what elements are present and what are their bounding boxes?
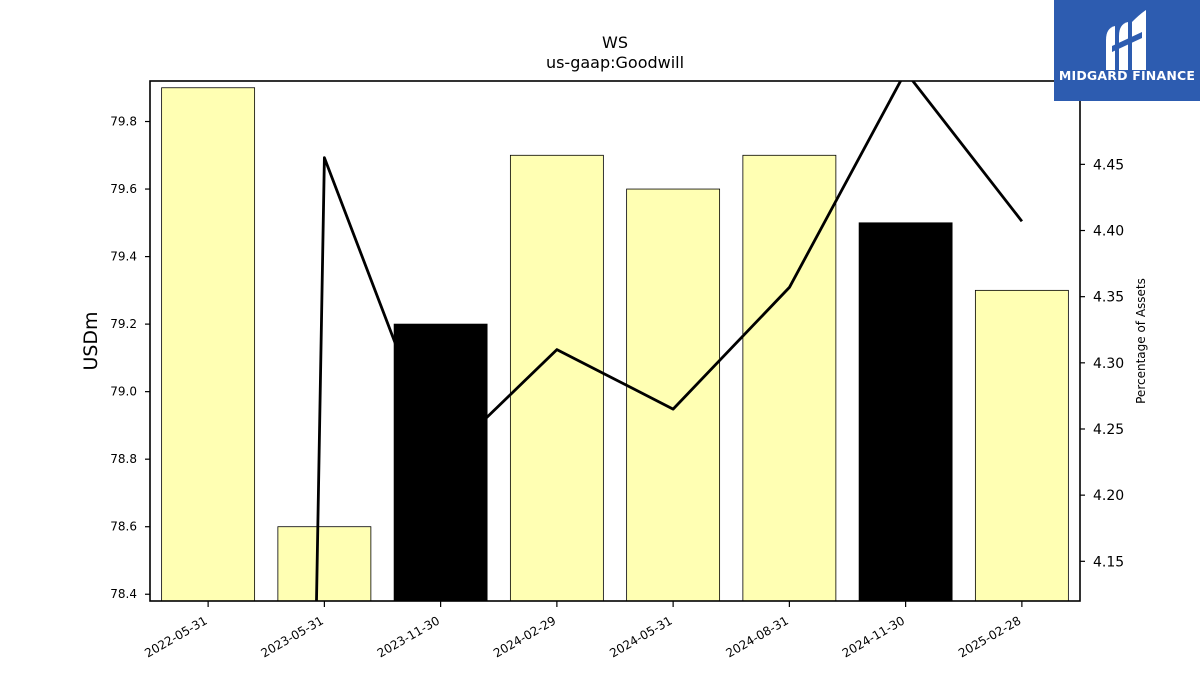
y-tick-label: 79.4	[110, 250, 137, 264]
y-axis-label: USDm	[80, 311, 102, 370]
x-tick-label: 2023-05-31	[258, 613, 325, 660]
x-tick-label: 2022-05-31	[142, 613, 209, 660]
y-axis-left: 78.4 78.6 78.8 79.0 79.2 79.4 79.6 79.8	[110, 115, 150, 601]
y2-tick-label: 4.20	[1093, 488, 1124, 504]
y-axis-right: 4.15 4.20 4.25 4.30 4.35 4.40 4.45	[1080, 157, 1124, 570]
x-tick-label: 2024-11-30	[840, 613, 907, 660]
line-series	[315, 81, 1024, 601]
x-tick-label: 2023-11-30	[375, 613, 442, 660]
bar-2022-05-31	[161, 87, 256, 601]
chart-title: WS	[602, 33, 628, 52]
bar-2024-05-31	[626, 188, 721, 601]
y2-tick-label: 4.15	[1093, 554, 1124, 570]
bar-series	[161, 87, 1069, 601]
y2-tick-label: 4.30	[1093, 356, 1124, 372]
x-tick-label: 2024-02-29	[491, 613, 558, 660]
percentage-of-assets-line	[315, 81, 1024, 601]
bar-2024-11-30	[858, 222, 953, 601]
brand-logo-badge: MIDGARD FINANCE	[1054, 0, 1200, 101]
bar-2024-02-29	[509, 154, 604, 601]
bar-2024-08-31	[742, 154, 837, 601]
y-tick-label: 79.8	[110, 115, 137, 129]
y-tick-label: 79.2	[110, 317, 137, 331]
y2-tick-label: 4.40	[1093, 224, 1124, 240]
y2-tick-label: 4.25	[1093, 422, 1124, 438]
y2-tick-label: 4.35	[1093, 290, 1124, 306]
x-axis: 2022-05-31 2023-05-31 2023-11-30 2024-02-29…	[142, 601, 1023, 660]
y-tick-label: 78.6	[110, 520, 137, 534]
y-tick-label: 79.0	[110, 385, 137, 399]
y-tick-label: 79.6	[110, 182, 137, 196]
bar-2023-05-31	[277, 526, 372, 601]
brand-name: MIDGARD FINANCE	[1058, 68, 1196, 83]
y-tick-label: 78.4	[110, 587, 137, 601]
y2-axis-label: Percentage of Assets	[1134, 278, 1148, 404]
x-tick-label: 2024-05-31	[607, 613, 674, 660]
bar-2025-02-28	[974, 289, 1069, 601]
chart-subtitle: us-gaap:Goodwill	[546, 53, 684, 72]
plot-frame	[149, 80, 1081, 602]
y2-tick-label: 4.45	[1093, 157, 1124, 173]
y-tick-label: 78.8	[110, 452, 137, 466]
midgard-m-logo-icon	[1106, 10, 1146, 70]
x-tick-label: 2025-02-28	[956, 613, 1023, 660]
x-tick-label: 2024-08-31	[723, 613, 790, 660]
